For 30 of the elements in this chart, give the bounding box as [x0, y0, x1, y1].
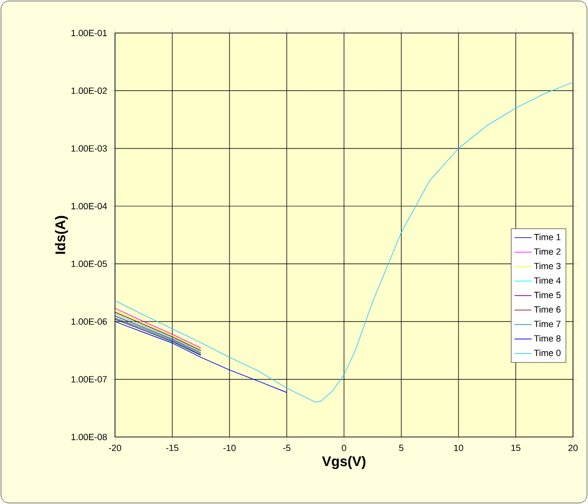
legend-label: Time 4	[534, 277, 561, 284]
legend-label: Time 1	[534, 234, 560, 240]
legend-label: Time 8	[534, 335, 561, 342]
legend-label: Time 6	[534, 306, 561, 313]
x-tick-label: -5	[283, 444, 290, 452]
x-tick-label: 10	[454, 444, 464, 452]
legend-label: Time 0	[534, 350, 561, 356]
x-tick-label: 0	[342, 444, 346, 452]
x-axis-title: Vgs(V)	[322, 456, 366, 470]
legend-label: Time 7	[534, 320, 560, 328]
x-tick-label: -20	[108, 444, 122, 452]
x-tick-label: 5	[399, 444, 404, 452]
legend-label: Time 2	[534, 248, 560, 255]
y-tick-label: 1.00E-05	[72, 260, 107, 268]
legend-label: Time 5	[534, 292, 561, 298]
y-tick-label: 1.00E-06	[72, 318, 107, 325]
x-tick-label: -10	[223, 444, 236, 452]
x-tick-label: 15	[511, 444, 520, 452]
y-tick-label: 1.00E-07	[72, 376, 107, 382]
y-tick-label: 1.00E-08	[72, 434, 107, 440]
x-tick-label: 20	[568, 444, 578, 452]
line-series	[115, 321, 288, 393]
y-axis-title: Ids(A)	[55, 216, 68, 254]
x-tick-label: -15	[166, 444, 178, 452]
legend-label: Time 3	[534, 262, 561, 270]
y-tick-label: 1.00E-03	[72, 145, 107, 152]
line-series	[115, 82, 574, 403]
y-tick-label: 1.00E-04	[72, 202, 107, 210]
y-tick-label: 1.00E-01	[72, 30, 107, 36]
y-tick-label: 1.00E-02	[72, 88, 107, 94]
